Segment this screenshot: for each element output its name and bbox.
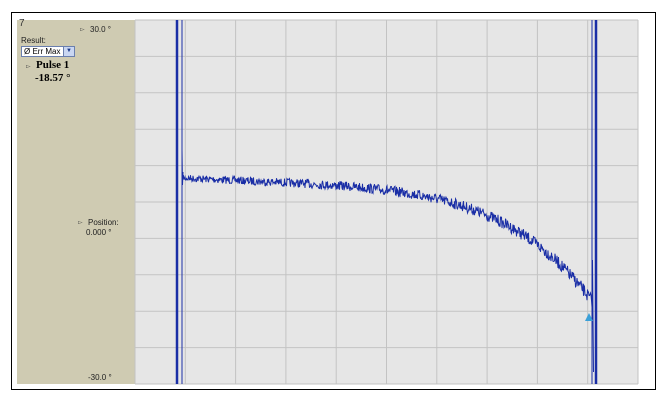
expand-arrow-icon[interactable]: ▻	[80, 27, 85, 33]
cursor-marker-icon	[585, 313, 593, 321]
result-select-value: Ø Err Max	[24, 47, 61, 56]
pulse-name: Pulse 1	[36, 59, 70, 71]
plot-grid	[134, 19, 639, 385]
position-label: Position:	[88, 218, 119, 227]
position-value: 0.000 °	[86, 228, 112, 237]
waveform-trace	[181, 149, 594, 373]
position-arrow-icon[interactable]: ▻	[78, 220, 83, 226]
pulse-arrow-icon[interactable]: ▻	[26, 64, 31, 70]
waveform-trace-group	[181, 149, 594, 373]
result-label: Result:	[21, 36, 46, 45]
y-axis-bottom-label: -30.0 °	[88, 373, 112, 382]
result-select[interactable]: Ø Err Max ▼	[21, 46, 75, 57]
pulse-value: -18.57 °	[35, 72, 71, 84]
control-panel	[17, 20, 135, 384]
chevron-down-icon[interactable]: ▼	[63, 47, 74, 56]
corner-mark: 7	[19, 18, 25, 29]
y-axis-top-label: 30.0 °	[90, 25, 111, 34]
